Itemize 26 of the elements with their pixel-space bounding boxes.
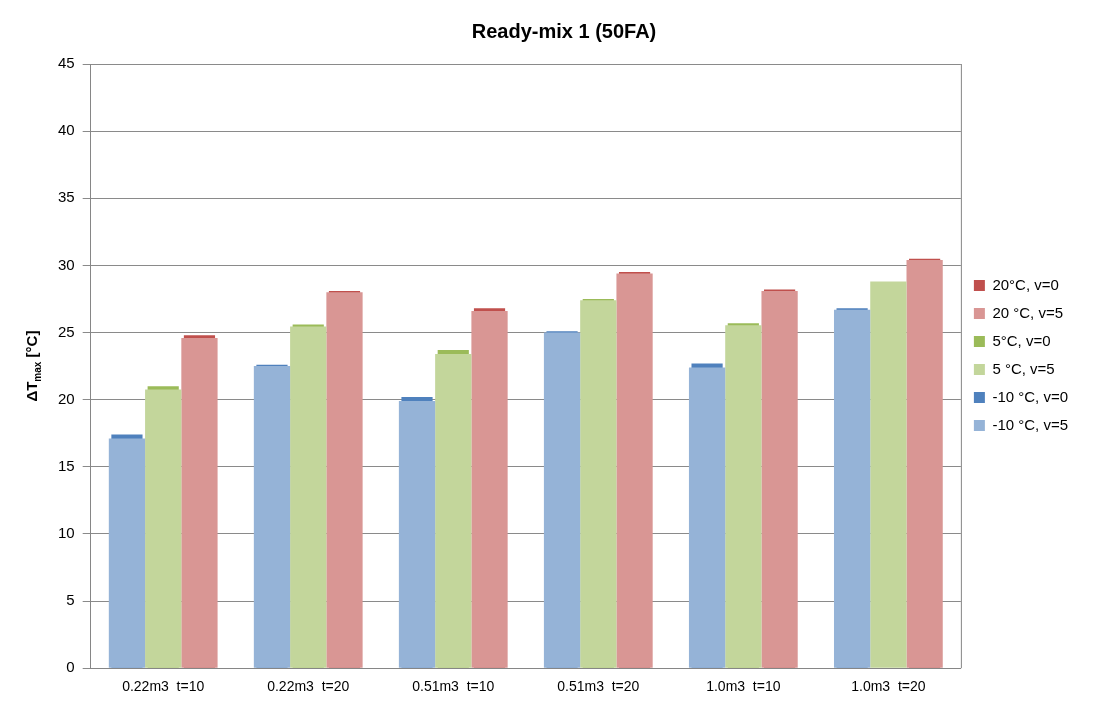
legend-label: -10 °C, v=5 bbox=[992, 415, 1069, 433]
bar bbox=[870, 281, 907, 668]
y-tick-label: 30 bbox=[58, 255, 75, 273]
legend-label: 20 °C, v=5 bbox=[992, 303, 1064, 321]
x-tick-label: 1.0m3 t=20 bbox=[851, 678, 926, 695]
x-tick-label: 0.51m3 t=20 bbox=[557, 678, 640, 695]
y-tick-label: 5 bbox=[66, 591, 75, 609]
y-tick-label: 20 bbox=[58, 389, 75, 407]
y-tick-label: 0 bbox=[66, 658, 75, 676]
y-tick-label: 10 bbox=[58, 524, 75, 542]
x-tick-label: 0.22m3 t=20 bbox=[267, 678, 350, 695]
x-tick-label: 0.22m3 t=10 bbox=[122, 678, 205, 695]
bar bbox=[688, 367, 726, 668]
x-tick-label: 1.0m3 t=10 bbox=[706, 678, 781, 695]
chart-title: Ready-mix 1 (50FA) bbox=[471, 19, 657, 42]
y-tick-label: 45 bbox=[58, 54, 75, 72]
legend-label: 20°C, v=0 bbox=[992, 275, 1059, 293]
y-axis-title: ΔTmax [°C] bbox=[23, 330, 43, 402]
x-tick-label: 0.51m3 t=10 bbox=[412, 678, 495, 695]
legend-label: -10 °C, v=0 bbox=[992, 387, 1069, 405]
legend-label: 5 °C, v=5 bbox=[992, 359, 1055, 377]
y-tick-label: 40 bbox=[58, 121, 75, 139]
y-tick-label: 25 bbox=[58, 322, 75, 340]
y-tick-label: 35 bbox=[58, 188, 75, 206]
legend-label: 5°C, v=0 bbox=[992, 331, 1051, 349]
y-tick-label: 15 bbox=[58, 456, 75, 474]
